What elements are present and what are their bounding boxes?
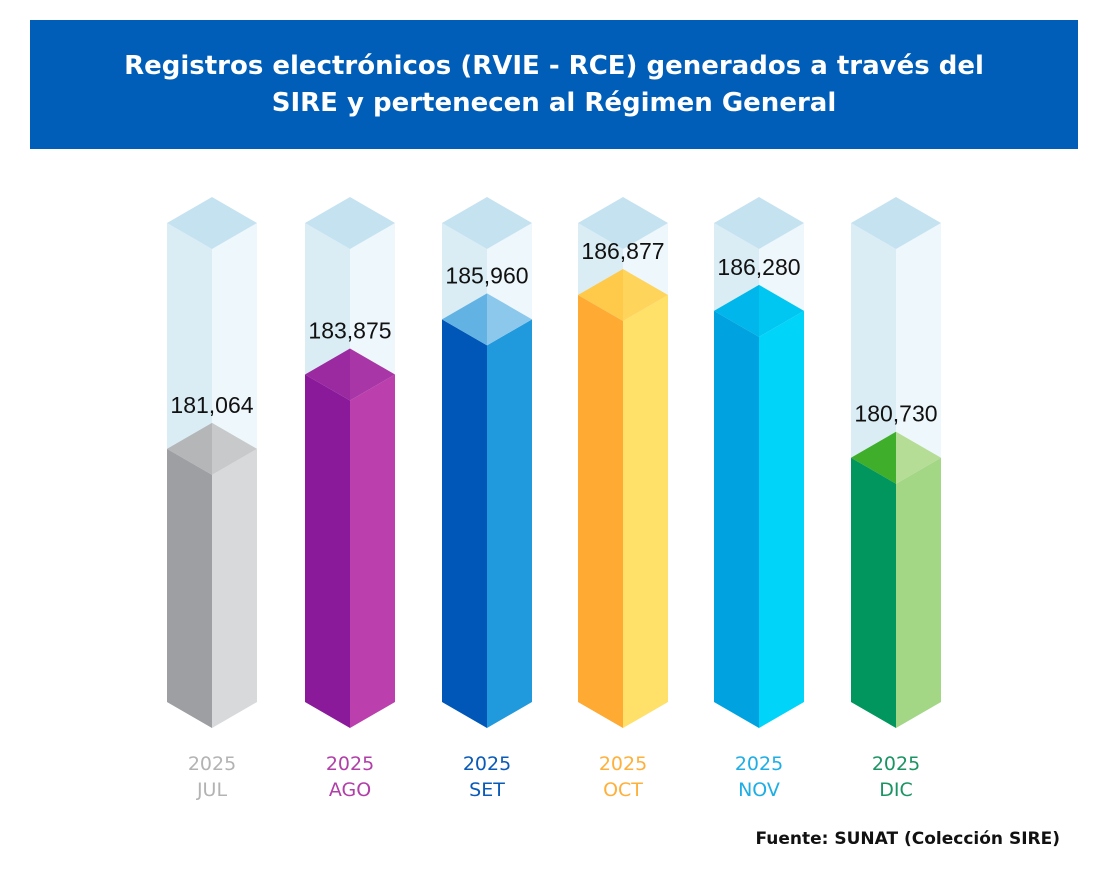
tick-label-month-oct: OCT xyxy=(603,779,643,801)
value-label-dic: 180,730 xyxy=(854,401,937,427)
title-banner: Registros electrónicos (RVIE - RCE) gene… xyxy=(30,20,1078,149)
bar-left-face-ago xyxy=(305,374,350,728)
ghost-top-right-dic xyxy=(896,197,941,249)
tick-label-month-ago: AGO xyxy=(329,779,371,801)
bar-left-face-jul xyxy=(167,448,212,728)
bar-top-right-oct xyxy=(623,269,668,322)
tick-label-year-ago: 2025 xyxy=(326,753,374,775)
ghost-top-left-jul xyxy=(167,197,212,249)
tick-label-month-dic: DIC xyxy=(879,779,913,801)
tick-label-year-set: 2025 xyxy=(463,753,511,775)
ghost-top-left-nov xyxy=(714,197,759,249)
bar-top-right-nov xyxy=(759,284,804,337)
bar-top-left-ago xyxy=(305,348,350,401)
bar-top-left-nov xyxy=(714,284,759,337)
ghost-top-right-ago xyxy=(350,197,395,249)
bar-right-face-dic xyxy=(896,457,941,728)
value-label-oct: 186,877 xyxy=(581,238,664,264)
bar-right-face-nov xyxy=(759,310,804,728)
bar-top-left-set xyxy=(442,293,487,346)
value-label-jul: 181,064 xyxy=(170,392,253,418)
ghost-top-left-oct xyxy=(578,197,623,249)
value-label-set: 185,960 xyxy=(445,262,528,288)
tick-label-month-nov: NOV xyxy=(738,779,780,801)
bar-top-right-set xyxy=(487,293,532,346)
bar-right-face-set xyxy=(487,319,532,728)
tick-label-year-dic: 2025 xyxy=(872,753,920,775)
tick-label-year-nov: 2025 xyxy=(735,753,783,775)
value-label-nov: 186,280 xyxy=(717,254,800,280)
ghost-top-right-jul xyxy=(212,197,257,249)
ghost-top-left-dic xyxy=(851,197,896,249)
bar-left-face-nov xyxy=(714,310,759,728)
tick-label-year-oct: 2025 xyxy=(599,753,647,775)
tick-label-month-set: SET xyxy=(469,779,505,801)
bar-right-face-jul xyxy=(212,448,257,728)
chart-title-line-1: Registros electrónicos (RVIE - RCE) gene… xyxy=(124,50,984,81)
ghost-top-right-nov xyxy=(759,197,804,249)
chart-title-line-2: SIRE y pertenecen al Régimen General xyxy=(271,87,837,118)
bar-right-face-oct xyxy=(623,295,668,728)
bar-top-left-jul xyxy=(167,422,212,475)
bar-left-face-oct xyxy=(578,295,623,728)
bar-top-right-jul xyxy=(212,422,257,475)
bar-top-left-oct xyxy=(578,269,623,322)
bar-top-right-ago xyxy=(350,348,395,401)
value-label-ago: 183,875 xyxy=(308,318,391,344)
ghost-top-left-set xyxy=(442,197,487,249)
ghost-top-right-set xyxy=(487,197,532,249)
ghost-top-right-oct xyxy=(623,197,668,249)
tick-label-year-jul: 2025 xyxy=(188,753,236,775)
bar-top-left-dic xyxy=(851,431,896,484)
tick-label-month-jul: JUL xyxy=(196,779,228,801)
ghost-top-left-ago xyxy=(305,197,350,249)
bar-left-face-set xyxy=(442,319,487,728)
bar-right-face-ago xyxy=(350,374,395,728)
source-note: Fuente: SUNAT (Colección SIRE) xyxy=(755,829,1060,849)
bar-left-face-dic xyxy=(851,457,896,728)
bar-top-right-dic xyxy=(896,431,941,484)
